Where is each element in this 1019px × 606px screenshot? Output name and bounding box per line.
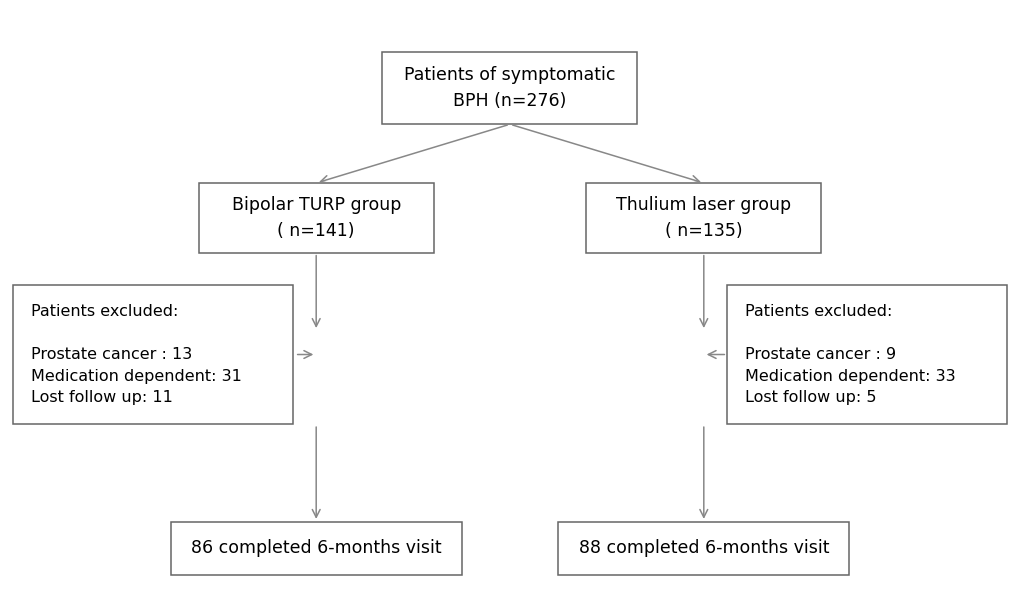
Text: Patients excluded:

Prostate cancer : 13
Medication dependent: 31
Lost follow up: Patients excluded: Prostate cancer : 13 … (31, 304, 242, 405)
Text: Thulium laser group
( n=135): Thulium laser group ( n=135) (615, 196, 791, 240)
Text: 88 completed 6-months visit: 88 completed 6-months visit (578, 539, 828, 558)
Text: Bipolar TURP group
( n=141): Bipolar TURP group ( n=141) (231, 196, 400, 240)
FancyBboxPatch shape (382, 52, 637, 124)
FancyBboxPatch shape (586, 183, 820, 253)
FancyBboxPatch shape (199, 183, 433, 253)
FancyBboxPatch shape (726, 285, 1006, 424)
FancyBboxPatch shape (12, 285, 293, 424)
FancyBboxPatch shape (171, 522, 462, 575)
Text: 86 completed 6-months visit: 86 completed 6-months visit (191, 539, 441, 558)
Text: Patients of symptomatic
BPH (n=276): Patients of symptomatic BPH (n=276) (404, 66, 615, 110)
FancyBboxPatch shape (558, 522, 849, 575)
Text: Patients excluded:

Prostate cancer : 9
Medication dependent: 33
Lost follow up:: Patients excluded: Prostate cancer : 9 M… (744, 304, 954, 405)
